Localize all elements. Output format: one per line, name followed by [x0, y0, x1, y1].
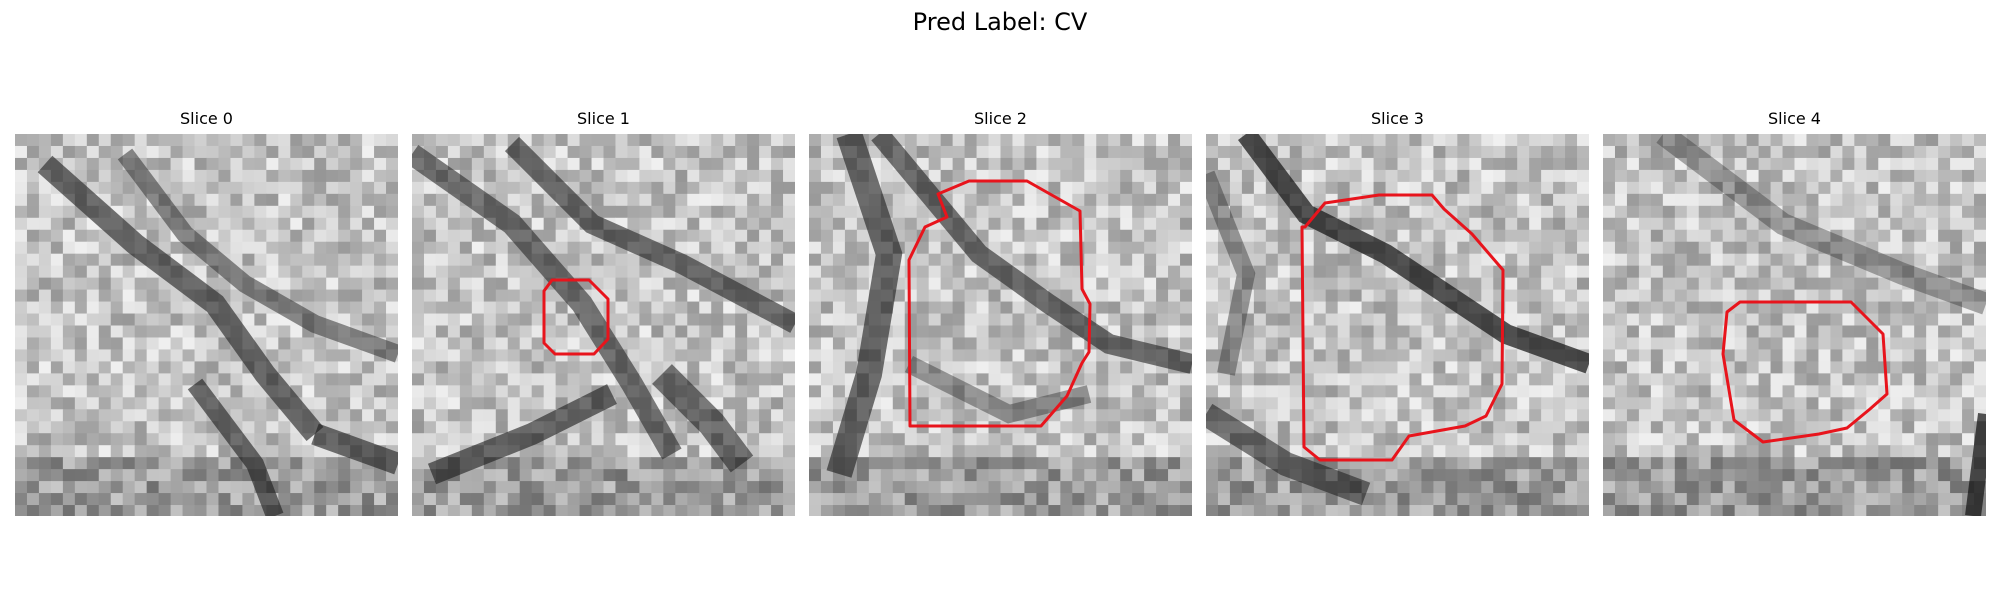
vessel-3b: [1206, 403, 1371, 506]
contour-3: [1300, 193, 1505, 462]
vessel-2a: [826, 134, 903, 478]
vessel-0b: [117, 148, 398, 363]
slice-title-1: Slice 1: [577, 109, 630, 128]
vessel-1d: [652, 364, 754, 473]
slice-image-4: [1603, 134, 1986, 516]
slice-image-0: [15, 134, 398, 516]
slice-title-3: Slice 3: [1371, 109, 1424, 128]
slice-pixels-1: [412, 134, 795, 516]
vessel-0c: [187, 378, 284, 516]
slice-title-4: Slice 4: [1768, 109, 1821, 128]
slice-panel-4: Slice 4: [1603, 108, 1986, 518]
slice-title-2: Slice 2: [974, 109, 1027, 128]
slice-pixels-2: [809, 134, 1192, 516]
contour-1: [542, 278, 610, 356]
slice-image-1: [412, 134, 795, 516]
contour-4: [1721, 300, 1889, 444]
vessel-4a: [1656, 134, 1986, 315]
vessel-4b: [1965, 412, 1986, 516]
slice-panel-2: Slice 2: [809, 108, 1192, 518]
vessel-3a: [1238, 134, 1589, 374]
slice-pixels-4: [1603, 134, 1986, 516]
vessel-1a: [412, 144, 682, 460]
vessel-0a: [37, 155, 324, 442]
vessel-1b: [504, 136, 795, 333]
vessel-3c: [1206, 170, 1256, 376]
slice-panel-0: Slice 0: [15, 108, 398, 518]
slice-panel-3: Slice 3: [1206, 108, 1589, 518]
vessel-1c: [427, 384, 617, 485]
vessel-0d: [311, 423, 398, 475]
figure-title: Pred Label: CV: [912, 8, 1088, 36]
slice-panel-1: Slice 1: [412, 108, 795, 518]
slice-image-2: [809, 134, 1192, 516]
slice-title-0: Slice 0: [180, 109, 233, 128]
contour-2: [907, 179, 1092, 428]
slice-image-3: [1206, 134, 1589, 516]
